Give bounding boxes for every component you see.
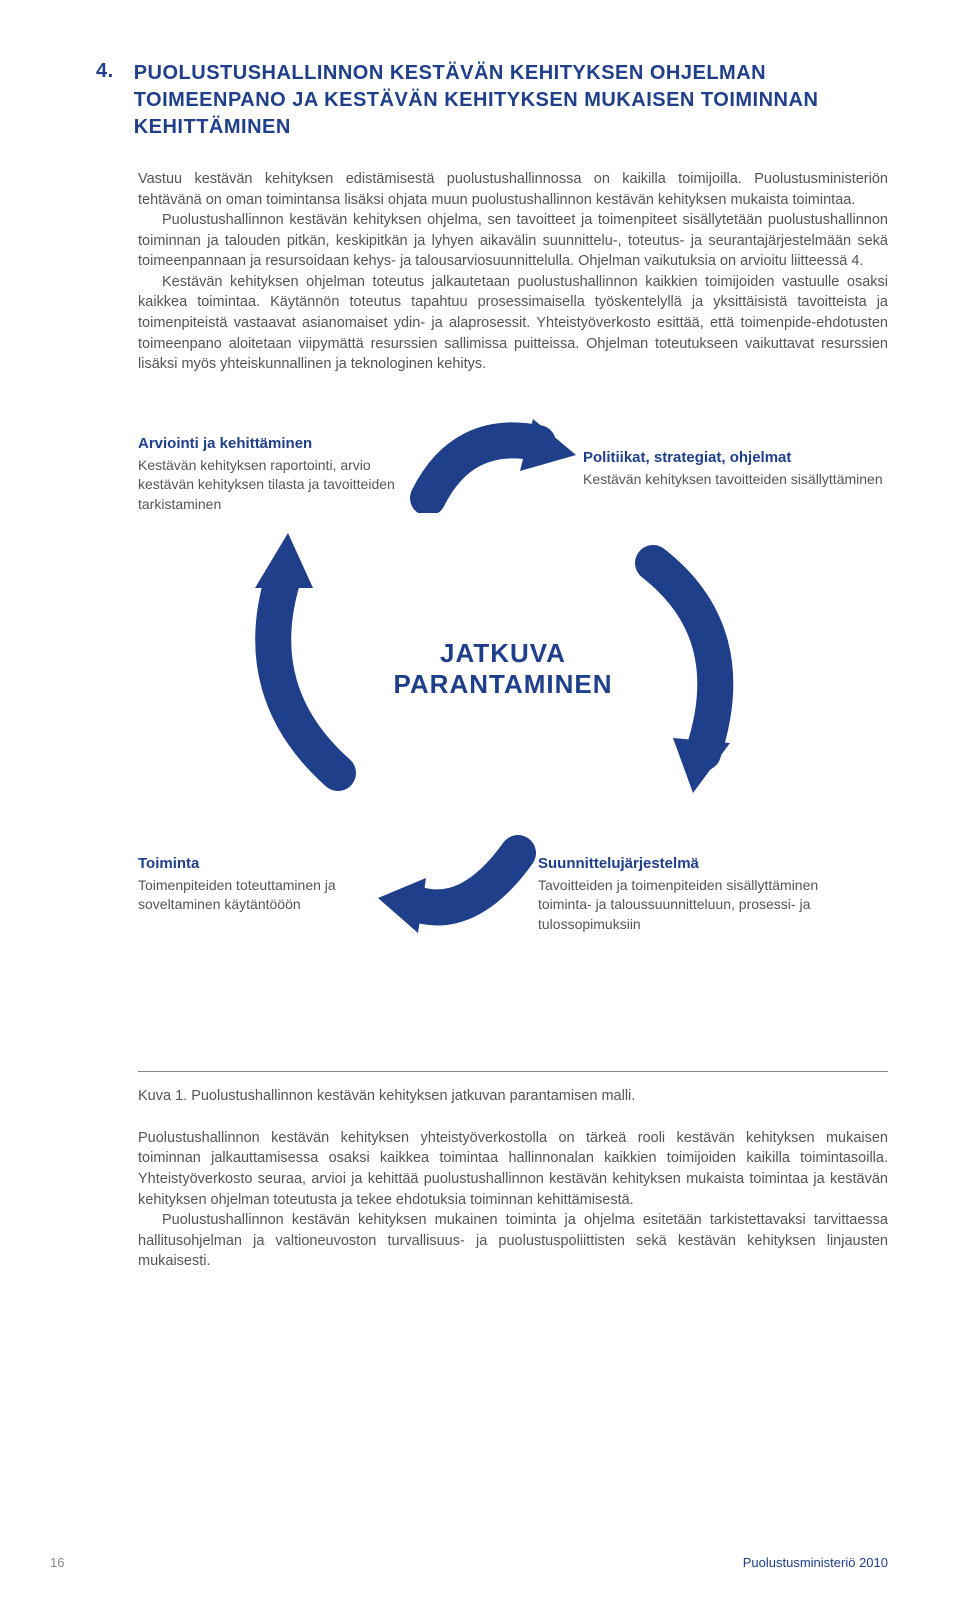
center-line-1: JATKUVA <box>440 638 566 668</box>
diagram-node-top-right: Politiikat, strategiat, ohjelmat Kestävä… <box>583 447 883 490</box>
diagram-node-top-left: Arviointi ja kehittäminen Kestävän kehit… <box>138 433 398 515</box>
cycle-arrow-icon <box>378 828 538 938</box>
diagram-node-bottom-right: Suunnittelujärjestelmä Tavoitteiden ja t… <box>538 853 838 935</box>
diagram-center-label: JATKUVA PARANTAMINEN <box>373 638 633 700</box>
page-footer: 16 Puolustusministeriö 2010 <box>0 1555 960 1570</box>
cycle-diagram: Arviointi ja kehittäminen Kestävän kehit… <box>138 423 888 1043</box>
cycle-arrow-icon <box>408 413 578 513</box>
node-body: Toimenpiteiden toteuttaminen ja soveltam… <box>138 876 398 915</box>
section-number: 4. <box>96 60 114 83</box>
section-header: 4. PUOLUSTUSHALLINNON KESTÄVÄN KEHITYKSE… <box>96 60 888 141</box>
node-title: Suunnittelujärjestelmä <box>538 853 838 874</box>
node-body: Tavoitteiden ja toimenpiteiden sisällytt… <box>538 876 838 935</box>
cycle-arrow-icon <box>618 543 768 793</box>
body-text-top: Vastuu kestävän kehityksen edistämisestä… <box>96 169 888 375</box>
paragraph: Kestävän kehityksen ohjelman toteutus ja… <box>138 272 888 375</box>
divider <box>138 1071 888 1072</box>
node-title: Politiikat, strategiat, ohjelmat <box>583 447 883 468</box>
node-title: Arviointi ja kehittäminen <box>138 433 398 454</box>
section-title: PUOLUSTUSHALLINNON KESTÄVÄN KEHITYKSEN O… <box>134 60 888 141</box>
node-title: Toiminta <box>138 853 398 874</box>
node-body: Kestävän kehityksen tavoitteiden sisälly… <box>583 470 883 490</box>
figure-caption: Kuva 1. Puolustushallinnon kestävän kehi… <box>138 1088 888 1104</box>
paragraph: Puolustushallinnon kestävän kehityksen o… <box>138 210 888 272</box>
paragraph: Puolustushallinnon kestävän kehityksen y… <box>138 1128 888 1210</box>
paragraph: Vastuu kestävän kehityksen edistämisestä… <box>138 169 888 210</box>
center-line-2: PARANTAMINEN <box>393 669 612 699</box>
body-text-bottom: Puolustushallinnon kestävän kehityksen y… <box>96 1128 888 1272</box>
cycle-arrow-icon <box>233 533 373 793</box>
node-body: Kestävän kehityksen raportointi, arvio k… <box>138 456 398 515</box>
footer-imprint: Puolustusministeriö 2010 <box>743 1555 888 1570</box>
paragraph: Puolustushallinnon kestävän kehityksen m… <box>138 1210 888 1272</box>
page-number: 16 <box>50 1555 64 1570</box>
diagram-node-bottom-left: Toiminta Toimenpiteiden toteuttaminen ja… <box>138 853 398 915</box>
